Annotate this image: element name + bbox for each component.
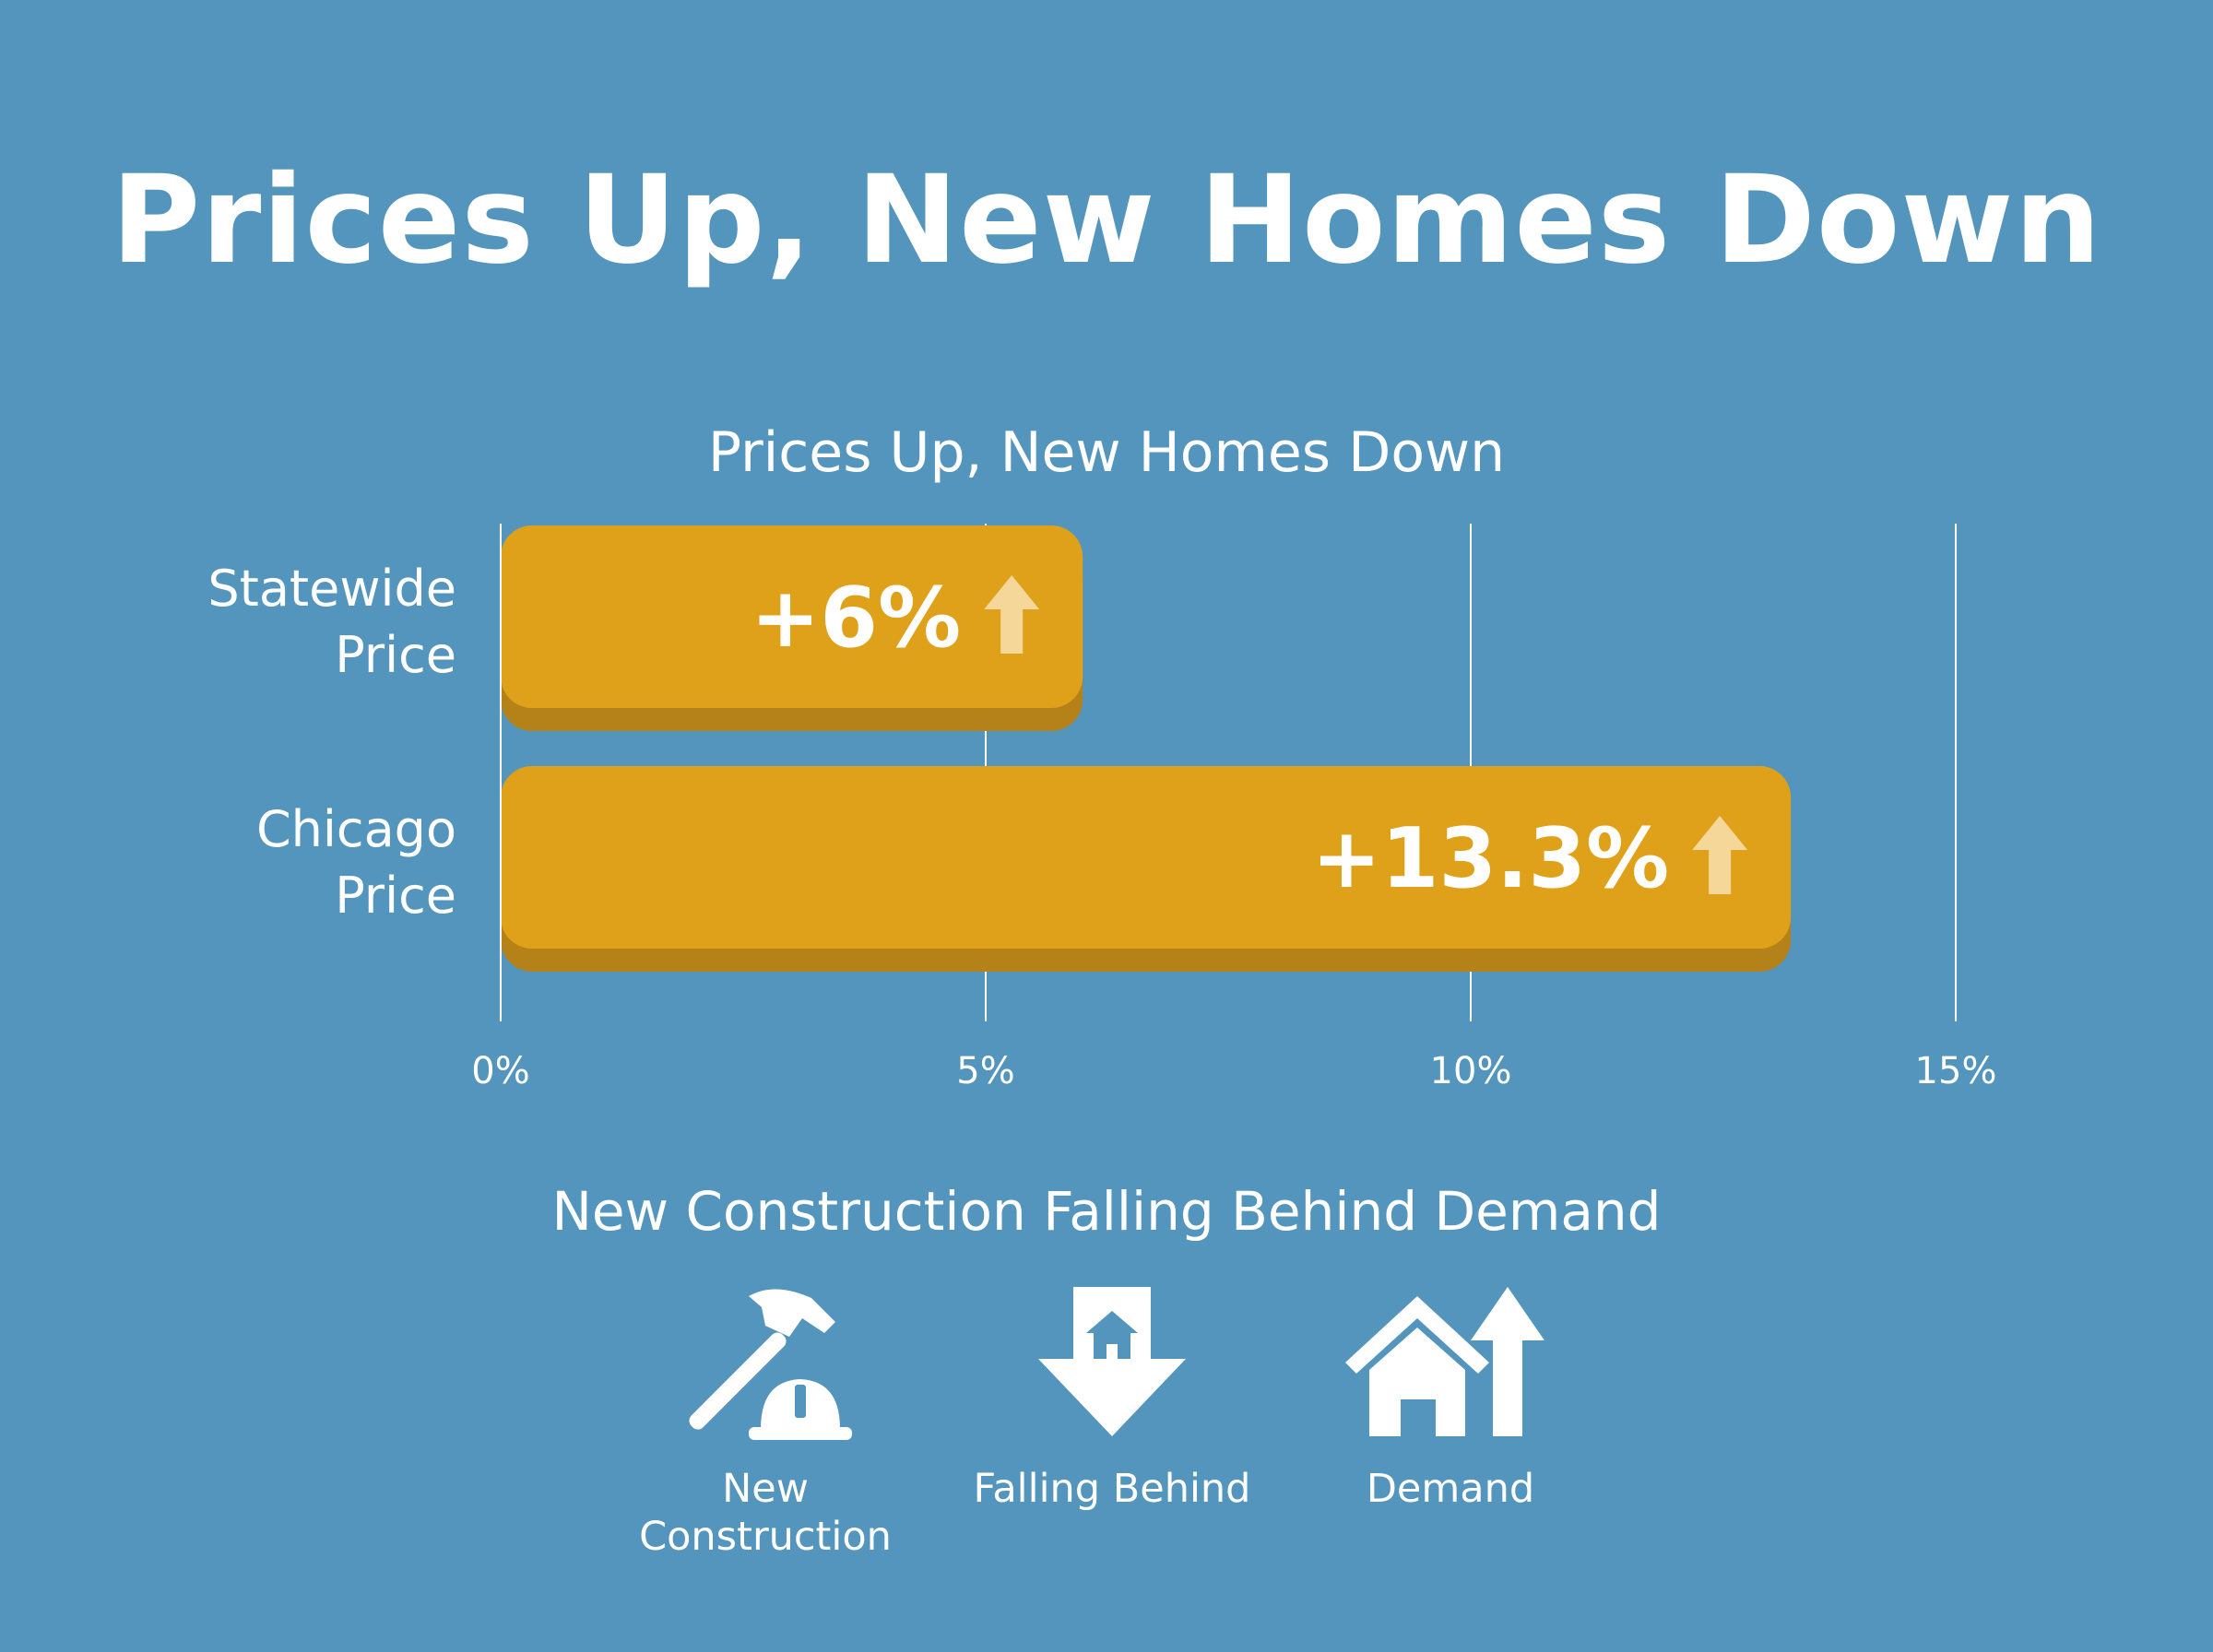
bar — [501, 525, 1083, 708]
category-label: Statewide — [207, 560, 456, 618]
new-construction-label: New Construction — [639, 1466, 892, 1560]
house-down-arrow-icon — [1038, 1287, 1186, 1436]
falling-behind-item: Falling Behind — [946, 1281, 1278, 1514]
section-title: New Construction Falling Behind Demand — [551, 1180, 1662, 1243]
falling-behind-label: Falling Behind — [973, 1466, 1251, 1512]
data-label: +13.3% — [1312, 810, 1670, 907]
house-up-arrow-icon — [1345, 1287, 1544, 1436]
x-tick-label: 15% — [1915, 1050, 1997, 1092]
demand-item: Demand — [1284, 1281, 1616, 1514]
up-arrow-icon — [1692, 816, 1748, 894]
category-label: Price — [335, 867, 456, 925]
x-tick-label: 10% — [1430, 1050, 1512, 1092]
x-tick-label: 0% — [471, 1050, 529, 1092]
bar-chart: 0% 5% 10% 15% +6% Statewide Price +13.3% Chicago… — [207, 524, 1997, 1092]
bar — [501, 766, 1792, 949]
hammer-hardhat-icon — [689, 1289, 852, 1440]
demand-label: Demand — [1366, 1466, 1535, 1512]
x-tick-label: 5% — [956, 1050, 1014, 1092]
chart-title: Prices Up, New Homes Down — [707, 420, 1506, 485]
page-title: Prices Up, New Homes Down — [111, 149, 2102, 291]
category-label: Price — [335, 626, 456, 684]
new-construction-item: New Construction — [599, 1281, 931, 1561]
data-label: +6% — [751, 570, 961, 667]
category-label: Chicago — [256, 800, 456, 858]
up-arrow-icon — [984, 575, 1040, 654]
